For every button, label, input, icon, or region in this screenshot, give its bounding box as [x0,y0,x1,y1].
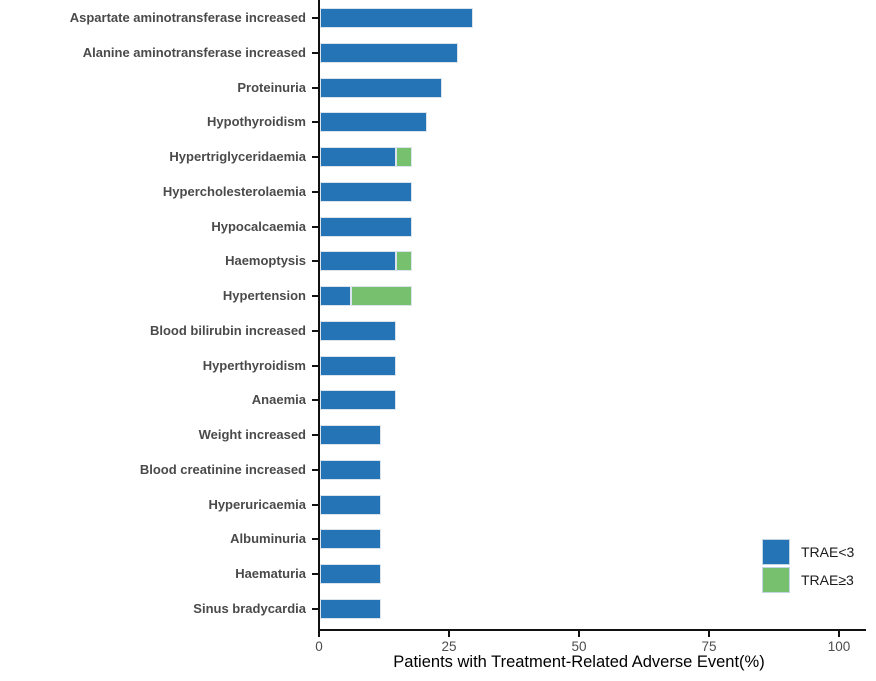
x-axis-title: Patients with Treatment-Related Adverse … [393,653,765,671]
category-label: Hypocalcaemia [211,219,306,234]
x-axis-tick [448,631,450,637]
y-axis-tick [312,295,318,297]
x-axis-tick [708,631,710,637]
y-axis-tick [312,399,318,401]
y-axis-tick [312,608,318,610]
x-axis-tick [578,631,580,637]
y-axis-tick [312,191,318,193]
x-axis-tick-label: 100 [827,639,851,654]
bar-segment-trae-lt3 [320,425,382,445]
bar-segment-trae-lt3 [320,251,397,271]
y-axis-tick [312,434,318,436]
bar-segment-trae-ge3 [396,251,412,271]
y-axis-line [318,0,320,631]
legend-label-trae-ge3: TRAE≥3 [801,572,854,588]
y-axis-tick [312,573,318,575]
category-label: Hypercholesterolaemia [162,184,306,199]
bar-segment-trae-lt3 [320,356,397,376]
x-axis-line [318,629,866,631]
category-label: Blood creatinine increased [139,462,306,477]
bar-segment-trae-lt3 [320,321,397,341]
legend-swatch-trae-ge3 [762,567,790,593]
category-label: Hypertriglyceridaemia [169,149,306,164]
y-axis-tick [312,365,318,367]
legend-item-trae-ge3: TRAE≥3 [762,566,854,594]
bar-segment-trae-lt3 [320,460,382,480]
y-axis-tick [312,87,318,89]
bar-segment-trae-lt3 [320,112,428,132]
y-axis-tick [312,504,318,506]
y-axis-tick [312,469,318,471]
category-label: Alanine aminotransferase increased [82,45,306,60]
category-label: Sinus bradycardia [193,601,306,616]
bar-segment-trae-lt3 [320,43,458,63]
category-label: Hypothyroidism [207,114,306,129]
y-axis-tick [312,260,318,262]
x-axis-tick [318,631,320,637]
bar-segment-trae-lt3 [320,599,382,619]
bar-segment-trae-lt3 [320,8,473,28]
category-label: Haemoptysis [225,253,306,268]
y-axis-tick [312,17,318,19]
category-label: Weight increased [198,427,306,442]
bar-segment-trae-lt3 [320,217,412,237]
legend-item-trae-lt3: TRAE<3 [762,538,854,566]
category-label: Blood bilirubin increased [149,323,306,338]
legend: TRAE<3 TRAE≥3 [762,538,854,594]
bar-segment-trae-lt3 [320,286,351,306]
y-axis-tick [312,538,318,540]
x-axis-tick-label: 25 [441,639,457,654]
category-label: Hyperthyroidism [202,358,306,373]
bar-segment-trae-ge3 [396,147,412,167]
category-label: Anaemia [251,392,306,407]
y-axis-tick [312,52,318,54]
bar-segment-trae-lt3 [320,78,443,98]
bar-segment-trae-lt3 [320,147,397,167]
x-axis-tick-label: 0 [315,639,323,654]
bar-segment-trae-lt3 [320,390,397,410]
bar-segment-trae-lt3 [320,495,382,515]
category-label: Haematuria [235,566,306,581]
legend-swatch-trae-lt3 [762,539,790,565]
bar-segment-trae-lt3 [320,564,382,584]
x-axis-tick-label: 75 [701,639,717,654]
category-label: Aspartate aminotransferase increased [69,10,306,25]
x-axis-tick [838,631,840,637]
y-axis-tick [312,121,318,123]
y-axis-tick [312,330,318,332]
y-axis-tick [312,226,318,228]
category-label: Albuminuria [230,531,306,546]
bar-segment-trae-lt3 [320,529,382,549]
category-label: Proteinuria [237,80,306,95]
legend-label-trae-lt3: TRAE<3 [801,544,855,560]
bar-segment-trae-lt3 [320,182,412,202]
bar-segment-trae-ge3 [350,286,413,306]
y-axis-tick [312,156,318,158]
category-label: Hypertension [222,288,306,303]
category-label: Hyperuricaemia [208,497,306,512]
x-axis-tick-label: 50 [571,639,587,654]
